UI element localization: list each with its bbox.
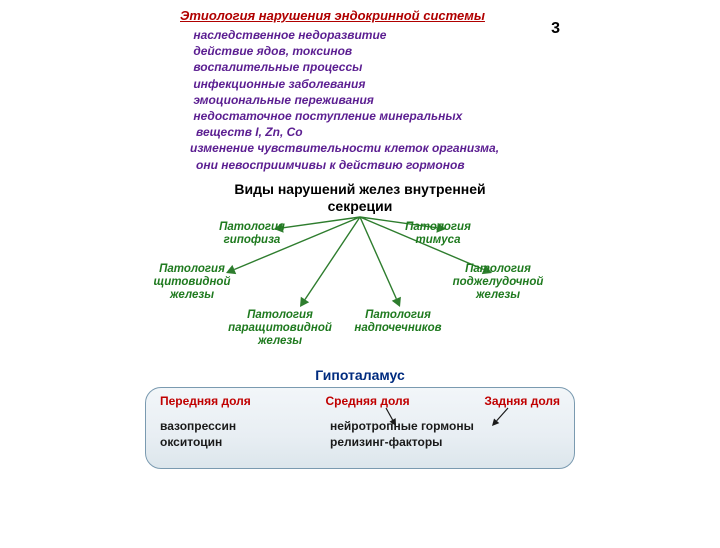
diagram-section: Виды нарушений желез внутренней секреции… xyxy=(0,181,720,361)
lobe-posterior: Задняя доля xyxy=(484,394,560,408)
etiology-item: инфекционные заболевания xyxy=(180,76,720,92)
diagram-node-label: Патологиятимуса xyxy=(383,221,493,247)
hypothalamus-box: Передняя доля Средняя доля Задняя доля в… xyxy=(145,387,575,469)
diagram-node-label: Патологиягипофиза xyxy=(197,221,307,247)
diagram-node-label: Патологиянадпочечников xyxy=(343,309,453,335)
hypo-item: релизинг-факторы xyxy=(330,434,560,450)
lobe-middle: Средняя доля xyxy=(325,394,409,408)
etiology-item: действие ядов, токсинов xyxy=(180,43,720,59)
diagram-node-label: Патологиящитовиднойжелезы xyxy=(137,263,247,303)
diagram-node-label: Патологияподжелудочнойжелезы xyxy=(443,263,553,303)
page-number: 3 xyxy=(551,20,560,38)
etiology-item: изменение чувствительности клеток органи… xyxy=(180,140,720,156)
etiology-item: веществ I, Zn, Co xyxy=(180,124,720,140)
hypo-col1: вазопрессин окситоцин xyxy=(160,418,330,450)
hypo-col2: нейротропные гормоны релизинг-факторы xyxy=(330,418,560,450)
etiology-item: наследственное недоразвитие xyxy=(180,27,720,43)
hypo-item: окситоцин xyxy=(160,434,330,450)
etiology-title: Этиология нарушения эндокринной системы xyxy=(180,8,720,23)
hypo-item: вазопрессин xyxy=(160,418,330,434)
etiology-item: недостаточное поступление минеральных xyxy=(180,108,720,124)
lobe-anterior: Передняя доля xyxy=(160,394,251,408)
etiology-item: эмоциональные переживания xyxy=(180,92,720,108)
etiology-list: наследственное недоразвитие действие ядо… xyxy=(180,27,720,173)
diagram-node-label: Патологияпаращитовиднойжелезы xyxy=(225,309,335,349)
etiology-item: воспалительные процессы xyxy=(180,59,720,75)
hypothalamus-title: Гипоталамус xyxy=(0,367,720,383)
hypo-item: нейротропные гормоны xyxy=(330,418,560,434)
etiology-item: они невосприимчивы к действию гормонов xyxy=(180,157,720,173)
